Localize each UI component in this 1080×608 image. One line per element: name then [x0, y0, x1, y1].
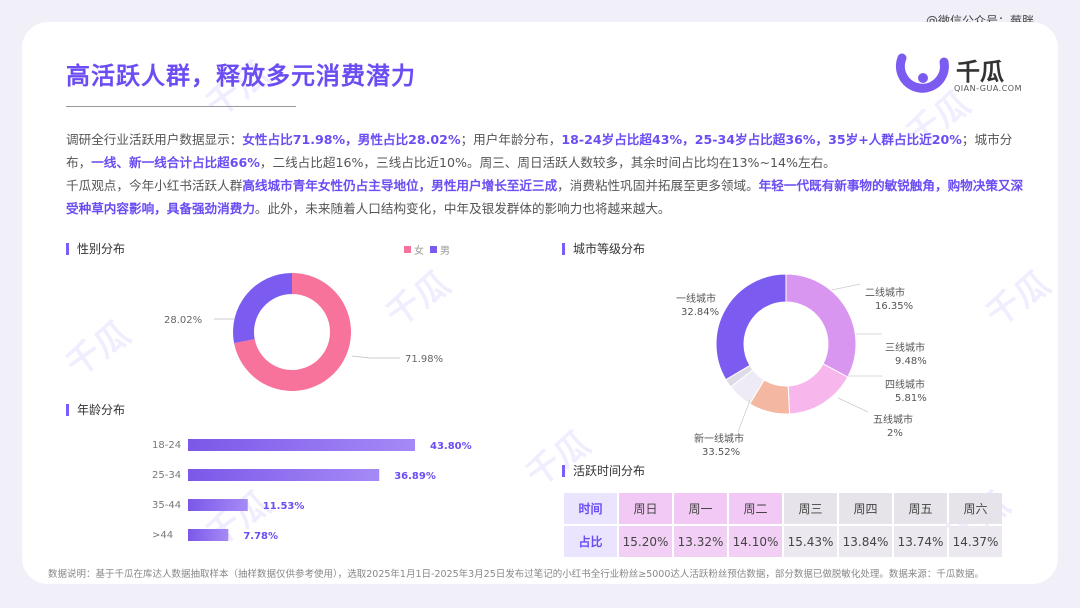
- bar-category-label: 35-44: [152, 500, 181, 511]
- section-heading-time: 活跃时间分布: [562, 462, 645, 479]
- leader-line: [831, 283, 861, 291]
- table-day-cell: 周四: [839, 493, 892, 524]
- intro-segment: 。此外，未来随着人口结构变化，中年及银发群体的影响力也将越来越大。: [254, 201, 671, 216]
- intro-segment: ；用户年龄分布，: [460, 132, 562, 147]
- table-value-cell: 13.74%: [894, 526, 947, 557]
- bar-value-label: 43.80%: [430, 441, 472, 452]
- section-heading-gender: 性别分布: [66, 240, 125, 257]
- intro-text: 调研全行业活跃用户数据显示：女性占比71.98%，男性占比28.02%；用户年龄…: [66, 128, 1026, 220]
- table-value-cell: 15.43%: [784, 526, 837, 557]
- intro-segment: ；城市分布，: [66, 132, 1013, 170]
- bar-category-label: >44: [152, 530, 173, 541]
- table-row: 时间 周日 周一 周二 周三 周四 周五 周六: [564, 493, 1002, 524]
- slice-name-label: 一线城市: [676, 292, 716, 305]
- bar-value-label: 11.53%: [263, 501, 305, 512]
- slice-name-label: 二线城市: [865, 286, 905, 299]
- section-marker: [562, 464, 565, 477]
- table-header-cell: 占比: [564, 526, 617, 557]
- slice-name-label: 四线城市: [885, 378, 925, 391]
- bar-value-label: 36.89%: [394, 471, 436, 482]
- intro-highlight: 一线、新一线合计占比超66%: [91, 155, 260, 170]
- age-bar-chart: 18-24 43.80% 25-34 36.89% 35-44 11.53% >44 7.78…: [152, 439, 472, 542]
- section-marker: [66, 242, 69, 255]
- bar-value-label: 7.78%: [243, 531, 278, 542]
- slice-value-label: 16.35%: [875, 301, 913, 312]
- leader-line: [737, 399, 751, 433]
- gender-legend: 女 男: [404, 242, 450, 257]
- logo-url: QIAN-GUA.COM: [954, 84, 1023, 93]
- legend-swatch-female: [404, 246, 411, 253]
- intro-paragraph-1: 调研全行业活跃用户数据显示：女性占比71.98%，男性占比28.02%；用户年龄…: [66, 128, 1026, 174]
- section-heading-label: 性别分布: [77, 242, 126, 256]
- table-header-cell: 时间: [564, 493, 617, 524]
- intro-highlight: 女性占比71.98%，男性占比28.02%: [242, 132, 461, 147]
- logo-mark-icon: [895, 53, 949, 93]
- table-day-cell: 周一: [674, 493, 727, 524]
- donut-slice-male: [233, 273, 292, 344]
- slice-value-label: 2%: [887, 428, 903, 439]
- table-day-cell: 周五: [894, 493, 947, 524]
- section-heading-city: 城市等级分布: [562, 240, 645, 257]
- brand-logo: 千瓜 QIAN-GUA.COM: [894, 50, 1024, 110]
- report-card: 千瓜 千瓜 千瓜 千瓜 千瓜 千瓜 千瓜 千瓜 高活跃人群，释放多元消费潜力 千…: [22, 22, 1058, 584]
- table-value-cell: 14.10%: [729, 526, 782, 557]
- intro-highlight: 高线城市青年女性仍占主导地位，男性用户增长至近三成: [242, 178, 558, 193]
- bar-category-label: 25-34: [152, 470, 181, 481]
- age-bar: [188, 499, 248, 511]
- age-bar: [188, 529, 229, 541]
- table-value-cell: 15.20%: [619, 526, 672, 557]
- intro-segment: 千瓜观点，今年小红书活跃人群: [66, 178, 243, 193]
- table-value-cell: 14.37%: [949, 526, 1002, 557]
- section-heading-age: 年龄分布: [66, 401, 125, 418]
- slice-name-label: 三线城市: [885, 341, 925, 354]
- intro-highlight: 年轻一代既有新事物的敏锐触角，购物决策又深受种草内容影响，具备强劲消费力: [66, 178, 1024, 216]
- intro-highlight: 18-24岁占比超43%，25-34岁占比超36%，35岁+人群占比近20%: [561, 132, 962, 147]
- gender-donut-chart: 71.98% 28.02%: [164, 273, 443, 391]
- active-time-table: 时间 周日 周一 周二 周三 周四 周五 周六 占比 15.20% 13.32% 14.10% 15.…: [562, 491, 1004, 559]
- section-marker: [66, 403, 69, 416]
- section-marker: [562, 242, 565, 255]
- table-day-cell: 周日: [619, 493, 672, 524]
- legend-swatch-male: [430, 246, 437, 253]
- table-day-cell: 周三: [784, 493, 837, 524]
- legend-label-male: 男: [440, 246, 450, 257]
- age-bar: [188, 469, 380, 481]
- intro-paragraph-2: 千瓜观点，今年小红书活跃人群高线城市青年女性仍占主导地位，男性用户增长至近三成，…: [66, 174, 1026, 220]
- slice-label-female: 71.98%: [405, 354, 443, 365]
- table-value-cell: 13.84%: [839, 526, 892, 557]
- leader-line: [351, 355, 400, 359]
- table-day-cell: 周二: [729, 493, 782, 524]
- slice-name-label: 五线城市: [873, 413, 913, 426]
- logo-name: 千瓜: [956, 58, 1004, 86]
- donut-slice-female: [234, 273, 351, 391]
- donut-slice-city: [715, 273, 787, 381]
- slice-name-label: 新一线城市: [694, 432, 744, 445]
- slice-value-label: 5.81%: [895, 393, 927, 404]
- slice-value-label: 9.48%: [895, 356, 927, 367]
- intro-segment: ，消费粘性巩固并拓展至更多领域。: [557, 178, 759, 193]
- intro-segment: 调研全行业活跃用户数据显示：: [66, 132, 243, 147]
- leader-line: [837, 397, 869, 413]
- section-heading-label: 活跃时间分布: [573, 464, 646, 478]
- table-value-cell: 13.32%: [674, 526, 727, 557]
- section-heading-label: 城市等级分布: [573, 242, 646, 256]
- table-day-cell: 周六: [949, 493, 1002, 524]
- city-donut-chart: 一线城市 32.84% 二线城市 16.35% 三线城市 9.48% 四线城市 5.81% 五线…: [676, 273, 927, 458]
- age-bar: [188, 439, 415, 451]
- section-heading-label: 年龄分布: [77, 403, 126, 417]
- intro-segment: ，二线占比超16%，三线占比近10%。周三、周日活跃人数较多，其余时间占比均在1…: [259, 155, 836, 170]
- slice-value-label: 33.52%: [702, 447, 740, 458]
- table-row: 占比 15.20% 13.32% 14.10% 15.43% 13.84% 13.74% 14…: [564, 526, 1002, 557]
- title-underline: [66, 106, 296, 107]
- legend-label-female: 女: [414, 246, 424, 257]
- slice-value-label: 32.84%: [681, 307, 719, 318]
- slice-label-male: 28.02%: [164, 315, 202, 326]
- page-title: 高活跃人群，释放多元消费潜力: [66, 62, 416, 90]
- footnote: 数据说明：基于千瓜在库达人数据抽取样本（抽样数据仅供参考使用），选取2025年1…: [48, 569, 984, 580]
- bar-category-label: 18-24: [152, 440, 181, 451]
- donut-slice-city: [785, 273, 857, 378]
